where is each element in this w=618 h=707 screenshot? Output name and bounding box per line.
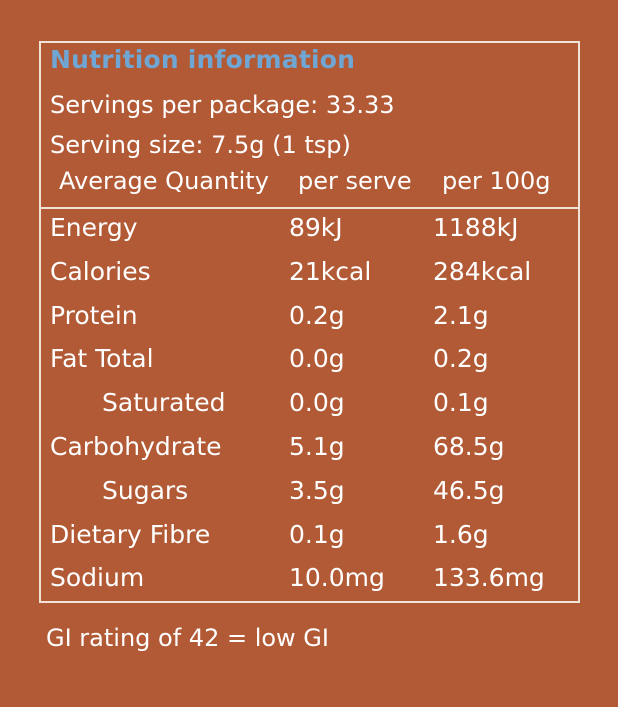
table-row-energy: Energy 89kJ 1188kJ bbox=[41, 213, 578, 257]
table-row-carbohydrate: Carbohydrate 5.1g 68.5g bbox=[41, 432, 578, 476]
servings-per-package: Servings per package: 33.33 bbox=[50, 91, 395, 119]
nutrient-name: Calories bbox=[50, 256, 151, 286]
table-row-calories: Calories 21kcal 284kcal bbox=[41, 257, 578, 301]
per-100g-value: 133.6mg bbox=[433, 563, 545, 593]
header-divider bbox=[41, 207, 578, 209]
nutrient-table: Energy 89kJ 1188kJ Calories 21kcal 284kc… bbox=[41, 213, 578, 607]
per-serve-value: 3.5g bbox=[289, 475, 345, 505]
panel-header: Nutrition information Servings per packa… bbox=[41, 43, 578, 207]
nutrient-name: Sugars bbox=[102, 475, 189, 505]
per-serve-value: 5.1g bbox=[289, 431, 345, 461]
per-100g-value: 284kcal bbox=[433, 256, 532, 286]
per-serve-value: 0.2g bbox=[289, 300, 345, 330]
column-header-per-100g: per 100g bbox=[442, 167, 551, 195]
column-header-average-quantity: Average Quantity bbox=[59, 167, 269, 195]
nutrient-name: Carbohydrate bbox=[50, 431, 222, 461]
nutrient-name: Saturated bbox=[102, 388, 226, 418]
per-100g-value: 46.5g bbox=[433, 475, 505, 505]
nutrient-name: Sodium bbox=[50, 563, 145, 593]
per-100g-value: 68.5g bbox=[433, 431, 505, 461]
table-row-dietary-fibre: Dietary Fibre 0.1g 1.6g bbox=[41, 520, 578, 564]
per-serve-value: 0.0g bbox=[289, 344, 345, 374]
nutrient-name: Protein bbox=[50, 300, 138, 330]
per-100g-value: 0.2g bbox=[433, 344, 489, 374]
nutrition-panel: Nutrition information Servings per packa… bbox=[39, 41, 580, 603]
per-100g-value: 1.6g bbox=[433, 519, 489, 549]
per-serve-value: 21kcal bbox=[289, 256, 372, 286]
column-header-per-serve: per serve bbox=[298, 167, 412, 195]
table-row-sugars: Sugars 3.5g 46.5g bbox=[41, 476, 578, 520]
per-100g-value: 2.1g bbox=[433, 300, 489, 330]
per-serve-value: 0.1g bbox=[289, 519, 345, 549]
panel-title: Nutrition information bbox=[50, 45, 356, 74]
nutrient-name: Dietary Fibre bbox=[50, 519, 211, 549]
table-row-fat-total: Fat Total 0.0g 0.2g bbox=[41, 344, 578, 388]
per-serve-value: 0.0g bbox=[289, 388, 345, 418]
per-serve-value: 89kJ bbox=[289, 213, 343, 242]
per-serve-value: 10.0mg bbox=[289, 563, 385, 593]
nutrient-name: Energy bbox=[50, 213, 138, 242]
table-row-sodium: Sodium 10.0mg 133.6mg bbox=[41, 563, 578, 607]
serving-size: Serving size: 7.5g (1 tsp) bbox=[50, 131, 351, 159]
per-100g-value: 0.1g bbox=[433, 388, 489, 418]
table-row-saturated: Saturated 0.0g 0.1g bbox=[41, 388, 578, 432]
per-100g-value: 1188kJ bbox=[433, 213, 519, 242]
nutrient-name: Fat Total bbox=[50, 344, 154, 374]
gi-rating-note: GI rating of 42 = low GI bbox=[46, 624, 329, 652]
table-row-protein: Protein 0.2g 2.1g bbox=[41, 301, 578, 345]
